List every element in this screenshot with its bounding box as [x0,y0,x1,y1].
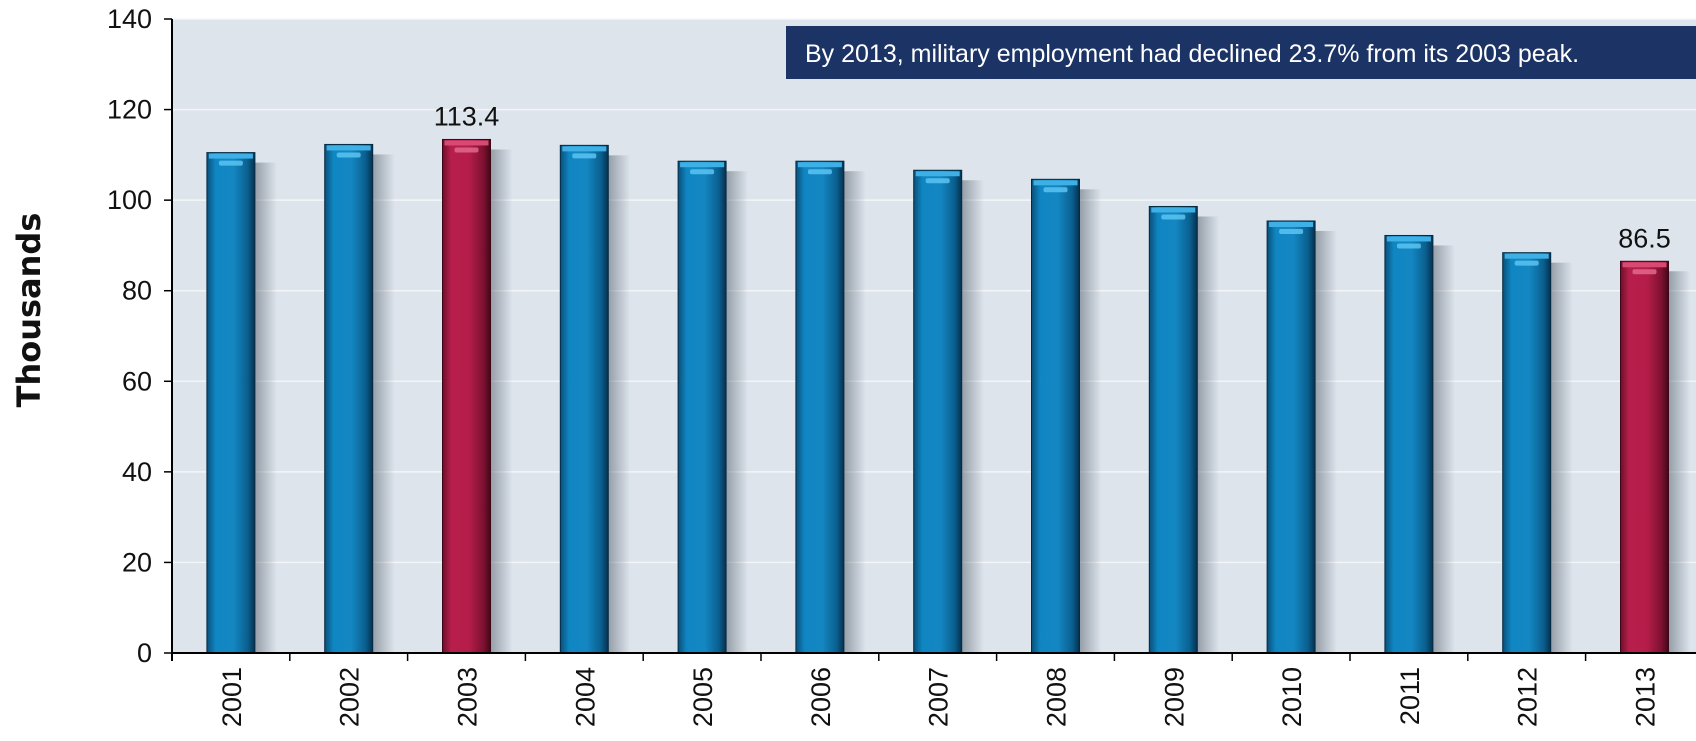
bar-shadow [1080,189,1102,653]
annotation-callout: By 2013, military employment had decline… [786,26,1696,79]
y-tick-label: 0 [137,638,152,668]
bar-2004 [560,145,608,653]
x-tick-label-2006: 2006 [806,667,836,727]
bar-shadow [608,155,630,653]
bar-top-highlight [1034,180,1078,185]
bar-top-highlight [1387,236,1431,241]
bar-2012 [1503,253,1551,653]
x-tick-label-2007: 2007 [924,667,954,727]
bar-top-highlight [1505,254,1549,259]
x-tick-label-2001: 2001 [217,667,247,727]
annotation-text: By 2013, military employment had decline… [805,40,1579,68]
bar-bevel [690,169,714,174]
bar-bevel [1044,187,1068,192]
bar-top-highlight [1623,262,1667,267]
bar-shadow [1669,271,1691,653]
bar-top-highlight [680,162,724,167]
bar-shadow [491,149,513,653]
bar-bevel [1161,214,1185,219]
x-tick-label-2003: 2003 [453,667,483,727]
y-tick-label: 20 [122,547,152,577]
x-tick-label-2008: 2008 [1042,667,1072,727]
bar-top-highlight [562,146,606,151]
bar-shadow [962,180,984,653]
bar-shadow [726,171,748,653]
bar-shadow [1433,245,1455,653]
x-tick-label-2010: 2010 [1277,667,1307,727]
y-tick-label: 80 [122,276,152,306]
bar-2008 [1032,179,1080,653]
bar-bevel [337,152,361,157]
bar-2007 [914,170,962,653]
bar-bevel [926,178,950,183]
y-tick-label: 140 [107,4,152,34]
bar-top-highlight [445,140,489,145]
y-tick-label: 60 [122,366,152,396]
bar-2013 [1621,261,1669,653]
bar-2009 [1149,206,1197,653]
bar-top-highlight [209,154,253,159]
bar-bevel [808,169,832,174]
y-tick-label: 100 [107,185,152,215]
bar-2002 [325,144,373,653]
bar-top-highlight [327,145,371,150]
x-tick-label-2009: 2009 [1159,667,1189,727]
bar-top-highlight [1151,207,1195,212]
y-tick-label: 120 [107,95,152,125]
bar-shadow [373,154,395,653]
x-tick-label-2005: 2005 [688,667,718,727]
bar-top-highlight [916,171,960,176]
bar-bevel [455,147,479,152]
bar-2010 [1267,221,1315,653]
bar-shadow [1551,263,1573,653]
x-tick-label-2002: 2002 [335,667,365,727]
bar-top-highlight [1269,222,1313,227]
x-tick-label-2011: 2011 [1395,667,1425,725]
data-label-2013: 86.5 [1618,223,1671,253]
bar-shadow [1197,216,1219,653]
bar-2003 [443,139,491,653]
bar-shadow [255,163,277,653]
x-tick-label-2004: 2004 [570,667,600,727]
x-tick-label-2013: 2013 [1631,667,1661,727]
bar-bevel [1279,229,1303,234]
bar-bevel [1633,269,1657,274]
bar-shadow [1315,231,1337,653]
bar-bevel [572,153,596,158]
data-label-2003: 113.4 [434,101,500,131]
bar-2011 [1385,235,1433,653]
y-tick-label: 40 [122,457,152,487]
bar-bevel [1397,243,1421,248]
x-tick-label-2012: 2012 [1513,667,1543,727]
bar-2006 [796,161,844,653]
bar-bevel [219,161,243,166]
bar-2005 [678,161,726,653]
bar-shadow [844,171,866,653]
bar-2001 [207,153,255,653]
bar-top-highlight [798,162,842,167]
y-axis-label: Thousands [10,213,48,408]
bar-bevel [1515,261,1539,266]
